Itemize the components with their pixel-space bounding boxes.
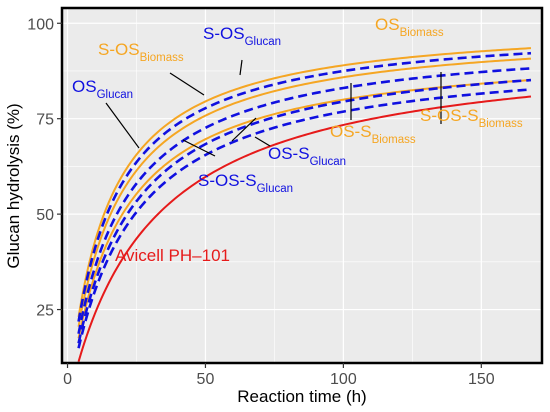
annotation-main: S-OS xyxy=(203,24,245,43)
annotation-subscript: Glucan xyxy=(97,89,133,101)
series-lines xyxy=(77,47,532,362)
annotation-label: S-OSGlucan xyxy=(203,24,281,48)
x-tick-label: 50 xyxy=(197,371,215,388)
y-tick-label: 25 xyxy=(36,303,54,320)
grid-lines xyxy=(62,8,542,363)
series-line xyxy=(77,78,532,344)
annotation-label: Avicell PH–101 xyxy=(115,246,230,265)
annotation-subscript: Glucan xyxy=(310,156,346,168)
x-tick-label: 0 xyxy=(63,371,72,388)
x-tick-label: 150 xyxy=(468,371,495,388)
annotation-leader xyxy=(239,59,243,76)
y-tick-label: 100 xyxy=(27,16,54,33)
x-axis-title: Reaction time (h) xyxy=(237,387,366,406)
series-line xyxy=(77,88,532,349)
annotation-leader xyxy=(105,102,140,149)
plot-panel xyxy=(62,8,542,363)
annotation-main: S-OS-S xyxy=(198,171,257,190)
annotation-label: OSGlucan xyxy=(72,77,133,101)
annotation-main: S-OS xyxy=(98,40,140,59)
annotation-main: OS xyxy=(375,15,400,34)
series-line xyxy=(77,67,532,335)
annotation-leader xyxy=(254,136,271,147)
series-line xyxy=(77,47,532,318)
annotation-main: S-OS-S xyxy=(420,106,479,125)
x-tick-label: 100 xyxy=(330,371,357,388)
y-tick-label: 50 xyxy=(36,207,54,224)
annotation-leader xyxy=(169,72,205,96)
annotations: OSBiomassS-OSBiomassS-OSGlucanOSGlucanOS… xyxy=(72,15,523,265)
annotation-main: Avicell PH–101 xyxy=(115,246,230,265)
annotation-label: OS-SBiomass xyxy=(330,122,416,146)
annotation-leaders xyxy=(105,59,442,157)
series-line xyxy=(77,95,532,362)
annotation-label: S-OSBiomass xyxy=(98,40,184,64)
annotation-subscript: Glucan xyxy=(245,36,281,48)
annotation-label: OSBiomass xyxy=(375,15,444,39)
annotation-subscript: Biomass xyxy=(479,118,523,130)
annotation-label: S-OS-SGlucan xyxy=(198,171,293,195)
annotation-main: OS-S xyxy=(268,144,310,163)
annotation-subscript: Biomass xyxy=(400,27,444,39)
series-line xyxy=(77,79,532,339)
y-tick-label: 75 xyxy=(36,112,54,129)
series-line xyxy=(77,51,532,322)
annotation-main: OS-S xyxy=(330,122,372,141)
annotation-label: OS-SGlucan xyxy=(268,144,346,168)
series-line xyxy=(77,57,532,327)
y-axis-title: Glucan hydrolysis (%) xyxy=(4,103,23,268)
annotation-leader xyxy=(231,117,257,142)
annotation-label: S-OS-SBiomass xyxy=(420,106,523,130)
annotation-leader xyxy=(182,139,216,157)
annotation-subscript: Biomass xyxy=(140,52,184,64)
panel-border xyxy=(60,6,544,365)
annotation-main: OS xyxy=(72,77,97,96)
annotation-subscript: Biomass xyxy=(372,134,416,146)
annotation-subscript: Glucan xyxy=(257,183,293,195)
axes: 0 50 100 150 25 50 75 100 xyxy=(27,16,494,388)
